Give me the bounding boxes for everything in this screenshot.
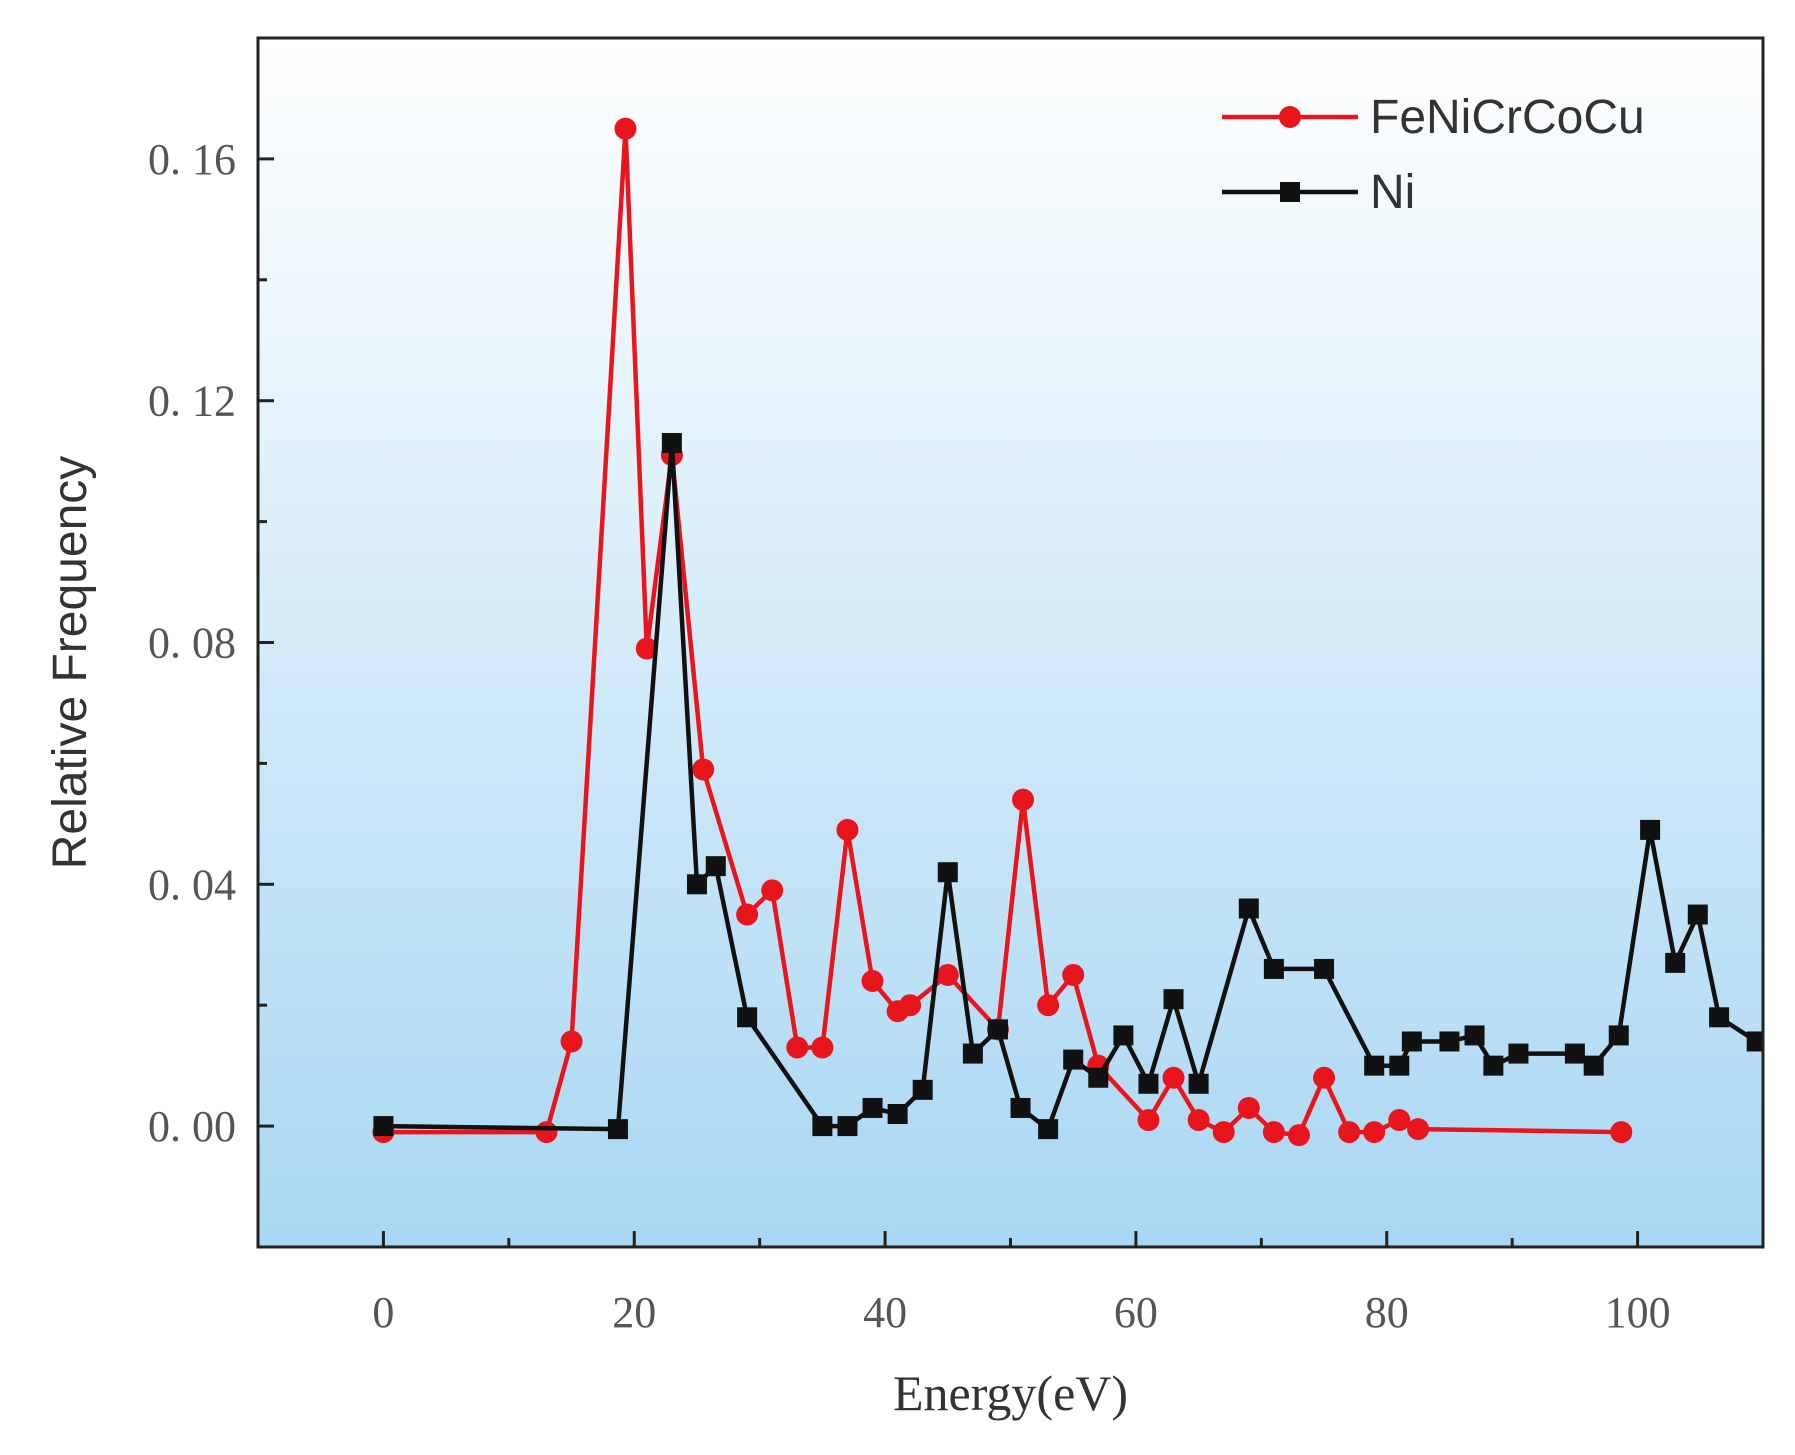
y-axis-label: Relative Frequency xyxy=(44,456,97,870)
data-point xyxy=(1608,1025,1629,1046)
data-point xyxy=(1287,1124,1310,1147)
data-point xyxy=(614,117,637,140)
series-line xyxy=(383,126,1622,1138)
data-point xyxy=(912,1079,933,1100)
data-point xyxy=(1162,1066,1185,1089)
data-point xyxy=(1038,1119,1059,1140)
data-point xyxy=(962,1043,983,1064)
legend: FeNiCrCoCu Ni xyxy=(1222,91,1645,219)
data-point xyxy=(607,1119,628,1140)
axis-ticks: 0 20 40 60 80 100 0. 00 0. 04 0. 08 0. 12 0. 16 xyxy=(148,135,1671,1337)
data-point xyxy=(1010,1097,1031,1118)
x-tick-label: 80 xyxy=(1365,1288,1409,1337)
data-point xyxy=(899,994,922,1017)
data-point xyxy=(1088,1067,1109,1088)
data-point xyxy=(1113,1025,1134,1046)
data-point xyxy=(1238,898,1259,919)
x-tick-label: 40 xyxy=(863,1288,907,1337)
x-axis-label: Energy(eV) xyxy=(893,1365,1128,1421)
legend-marker xyxy=(1279,106,1301,128)
data-point xyxy=(692,758,715,781)
data-point xyxy=(1012,788,1035,811)
y-tick-label: 0. 00 xyxy=(148,1102,236,1151)
data-point xyxy=(1709,1007,1730,1028)
data-point xyxy=(1313,1066,1336,1089)
data-point xyxy=(786,1036,809,1059)
data-point xyxy=(1037,994,1060,1017)
data-point xyxy=(1564,1043,1585,1064)
data-point xyxy=(887,1104,908,1125)
data-point xyxy=(837,1116,858,1137)
x-tick-label: 100 xyxy=(1605,1288,1671,1337)
legend-label: Ni xyxy=(1370,166,1415,219)
data-point xyxy=(987,1019,1008,1040)
x-tick-label: 60 xyxy=(1114,1288,1158,1337)
data-point xyxy=(1401,1031,1422,1052)
data-point xyxy=(1262,1121,1285,1144)
series-ni xyxy=(373,433,1763,1140)
data-point xyxy=(1187,1109,1210,1132)
data-point xyxy=(937,862,958,883)
data-point xyxy=(861,970,884,993)
data-point xyxy=(1314,958,1335,979)
data-point xyxy=(1610,1121,1633,1144)
data-point xyxy=(1483,1055,1504,1076)
x-tick-label: 0 xyxy=(372,1288,394,1337)
data-point xyxy=(1665,952,1686,973)
data-point xyxy=(373,1116,394,1137)
data-point xyxy=(560,1030,583,1053)
data-point xyxy=(1363,1121,1386,1144)
data-point xyxy=(1687,904,1708,925)
data-point xyxy=(635,637,658,660)
y-tick-label: 0. 08 xyxy=(148,619,236,668)
data-point xyxy=(1508,1043,1529,1064)
data-point xyxy=(1364,1055,1385,1076)
y-tick-label: 0. 12 xyxy=(148,377,236,426)
data-point xyxy=(811,1036,834,1059)
data-point xyxy=(686,874,707,895)
y-tick-label: 0. 04 xyxy=(148,860,236,909)
data-point xyxy=(1389,1055,1410,1076)
data-point xyxy=(1583,1055,1604,1076)
data-point xyxy=(1062,963,1085,986)
data-point xyxy=(812,1116,833,1137)
data-point xyxy=(661,433,682,454)
data-point xyxy=(705,856,726,877)
legend-item: FeNiCrCoCu xyxy=(1222,91,1645,144)
data-point xyxy=(1237,1096,1260,1119)
data-point xyxy=(1464,1025,1485,1046)
data-point xyxy=(1212,1121,1235,1144)
data-point xyxy=(1338,1121,1361,1144)
legend-marker xyxy=(1280,182,1300,202)
data-point xyxy=(535,1121,558,1144)
data-point xyxy=(1063,1049,1084,1070)
data-point xyxy=(736,903,759,926)
y-tick-label: 0. 16 xyxy=(148,135,236,184)
series-layer xyxy=(372,117,1763,1147)
legend-label: FeNiCrCoCu xyxy=(1370,91,1645,144)
legend-item: Ni xyxy=(1222,166,1415,219)
data-point xyxy=(836,818,859,841)
data-point xyxy=(737,1007,758,1028)
data-point xyxy=(1407,1118,1430,1141)
data-point xyxy=(1388,1109,1411,1132)
data-point xyxy=(1746,1031,1763,1052)
data-point xyxy=(1439,1031,1460,1052)
data-point xyxy=(1138,1073,1159,1094)
data-point xyxy=(1163,989,1184,1010)
data-point xyxy=(1263,958,1284,979)
data-point xyxy=(862,1097,883,1118)
x-tick-label: 20 xyxy=(612,1288,656,1337)
plot-frame xyxy=(256,36,1765,1249)
data-point xyxy=(761,879,784,902)
data-point xyxy=(1188,1073,1209,1094)
data-point xyxy=(936,963,959,986)
data-point xyxy=(1137,1109,1160,1132)
data-point xyxy=(1640,819,1661,840)
